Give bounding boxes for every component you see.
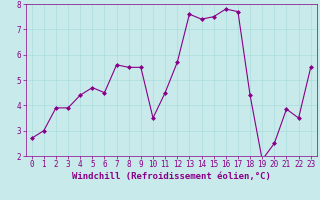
X-axis label: Windchill (Refroidissement éolien,°C): Windchill (Refroidissement éolien,°C): [72, 172, 271, 181]
